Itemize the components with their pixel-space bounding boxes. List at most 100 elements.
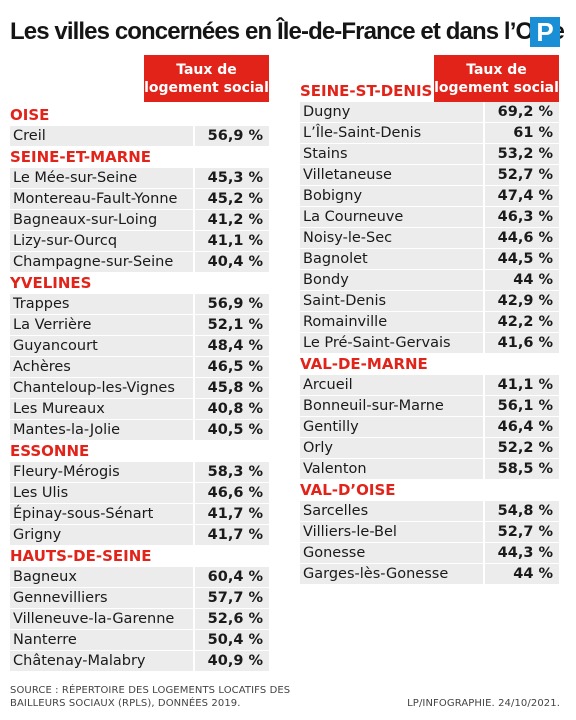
social-housing-rate: 44 % — [485, 564, 559, 584]
social-housing-rate: 40,9 % — [195, 651, 269, 671]
city-name: Bobigny — [300, 186, 483, 206]
department-heading: OISE — [10, 106, 50, 124]
table-row: La Courneuve 46,3 % — [300, 207, 559, 227]
social-housing-rate: 41,2 % — [195, 210, 269, 230]
city-name: Creil — [10, 126, 193, 146]
city-name: Noisy-le-Sec — [300, 228, 483, 248]
table-row: Arcueil 41,1 % — [300, 375, 559, 395]
city-name: Bagneaux-sur-Loing — [10, 210, 193, 230]
table-row: Bondy 44 % — [300, 270, 559, 290]
table-row: L’Île-Saint-Denis 61 % — [300, 123, 559, 143]
social-housing-rate: 60,4 % — [195, 567, 269, 587]
table-row: Romainville 42,2 % — [300, 312, 559, 332]
table-row: Sarcelles 54,8 % — [300, 501, 559, 521]
social-housing-rate: 57,7 % — [195, 588, 269, 608]
table-row: La Verrière 52,1 % — [10, 315, 269, 335]
social-housing-rate: 41,7 % — [195, 525, 269, 545]
table-row: Villeneuve-la-Garenne 52,6 % — [10, 609, 269, 629]
city-name: Bondy — [300, 270, 483, 290]
city-name: Achères — [10, 357, 193, 377]
city-name: Orly — [300, 438, 483, 458]
city-name: Champagne-sur-Seine — [10, 252, 193, 272]
social-housing-rate: 42,2 % — [485, 312, 559, 332]
social-housing-rate: 44,3 % — [485, 543, 559, 563]
social-housing-rate: 56,1 % — [485, 396, 559, 416]
social-housing-rate: 61 % — [485, 123, 559, 143]
social-housing-rate: 52,7 % — [485, 165, 559, 185]
city-name: Guyancourt — [10, 336, 193, 356]
table-row: Bonneuil-sur-Marne 56,1 % — [300, 396, 559, 416]
city-name: Romainville — [300, 312, 483, 332]
city-name: Gentilly — [300, 417, 483, 437]
table-row: Champagne-sur-Seine 40,4 % — [10, 252, 269, 272]
table-row: Stains 53,2 % — [300, 144, 559, 164]
social-housing-rate: 56,9 % — [195, 294, 269, 314]
city-name: Les Ulis — [10, 483, 193, 503]
column-header-left: Taux de logement social — [144, 55, 269, 102]
city-name: Bagnolet — [300, 249, 483, 269]
social-housing-rate: 58,5 % — [485, 459, 559, 479]
city-name: Dugny — [300, 102, 483, 122]
table-row: Bagneux 60,4 % — [10, 567, 269, 587]
table-row: Dugny 69,2 % — [300, 102, 559, 122]
social-housing-rate: 41,1 % — [485, 375, 559, 395]
social-housing-rate: 44 % — [485, 270, 559, 290]
table-row: Grigny 41,7 % — [10, 525, 269, 545]
city-name: Sarcelles — [300, 501, 483, 521]
social-housing-rate: 45,8 % — [195, 378, 269, 398]
table-row: Nanterre 50,4 % — [10, 630, 269, 650]
social-housing-rate: 69,2 % — [485, 102, 559, 122]
table-row: Creil 56,9 % — [10, 126, 269, 146]
social-housing-rate: 44,5 % — [485, 249, 559, 269]
table-row: Bagnolet 44,5 % — [300, 249, 559, 269]
city-name: Épinay-sous-Sénart — [10, 504, 193, 524]
table-row: Le Mée-sur-Seine 45,3 % — [10, 168, 269, 188]
social-housing-rate: 52,1 % — [195, 315, 269, 335]
social-housing-rate: 41,7 % — [195, 504, 269, 524]
social-housing-rate: 52,2 % — [485, 438, 559, 458]
table-row: Les Ulis 46,6 % — [10, 483, 269, 503]
city-name: Garges-lès-Gonesse — [300, 564, 483, 584]
social-housing-rate: 41,1 % — [195, 231, 269, 251]
city-name: La Verrière — [10, 315, 193, 335]
table-row: Guyancourt 48,4 % — [10, 336, 269, 356]
city-name: Arcueil — [300, 375, 483, 395]
city-name: Montereau-Fault-Yonne — [10, 189, 193, 209]
table-row: Châtenay-Malabry 40,9 % — [10, 651, 269, 671]
city-name: Grigny — [10, 525, 193, 545]
city-name: Chanteloup-les-Vignes — [10, 378, 193, 398]
right-table: SEINE-ST-DENIS Dugny 69,2 % L’Île-Saint-Den… — [300, 81, 559, 585]
city-name: La Courneuve — [300, 207, 483, 227]
city-name: Le Mée-sur-Seine — [10, 168, 193, 188]
social-housing-rate: 56,9 % — [195, 126, 269, 146]
table-row: Saint-Denis 42,9 % — [300, 291, 559, 311]
social-housing-rate: 41,6 % — [485, 333, 559, 353]
social-housing-rate: 40,5 % — [195, 420, 269, 440]
social-housing-rate: 47,4 % — [485, 186, 559, 206]
table-row: Fleury-Mérogis 58,3 % — [10, 462, 269, 482]
table-row: Gonesse 44,3 % — [300, 543, 559, 563]
table-row: Valenton 58,5 % — [300, 459, 559, 479]
table-row: Villetaneuse 52,7 % — [300, 165, 559, 185]
table-row: Le Pré-Saint-Gervais 41,6 % — [300, 333, 559, 353]
city-name: Valenton — [300, 459, 483, 479]
city-name: Villeneuve-la-Garenne — [10, 609, 193, 629]
table-row: Bobigny 47,4 % — [300, 186, 559, 206]
department-heading: VAL-DE-MARNE — [300, 355, 428, 373]
table-row: Mantes-la-Jolie 40,5 % — [10, 420, 269, 440]
city-name: L’Île-Saint-Denis — [300, 123, 483, 143]
city-name: Fleury-Mérogis — [10, 462, 193, 482]
table-row: Épinay-sous-Sénart 41,7 % — [10, 504, 269, 524]
department-heading: HAUTS-DE-SEINE — [10, 547, 152, 565]
department-heading: ESSONNE — [10, 442, 90, 460]
table-row: Les Mureaux 40,8 % — [10, 399, 269, 419]
page-title: Les villes concernées en Île-de-France e… — [10, 18, 565, 45]
social-housing-rate: 46,4 % — [485, 417, 559, 437]
table-row: Orly 52,2 % — [300, 438, 559, 458]
city-name: Gennevilliers — [10, 588, 193, 608]
city-name: Gonesse — [300, 543, 483, 563]
table-row: Gennevilliers 57,7 % — [10, 588, 269, 608]
social-housing-rate: 50,4 % — [195, 630, 269, 650]
social-housing-rate: 46,6 % — [195, 483, 269, 503]
social-housing-rate: 46,5 % — [195, 357, 269, 377]
